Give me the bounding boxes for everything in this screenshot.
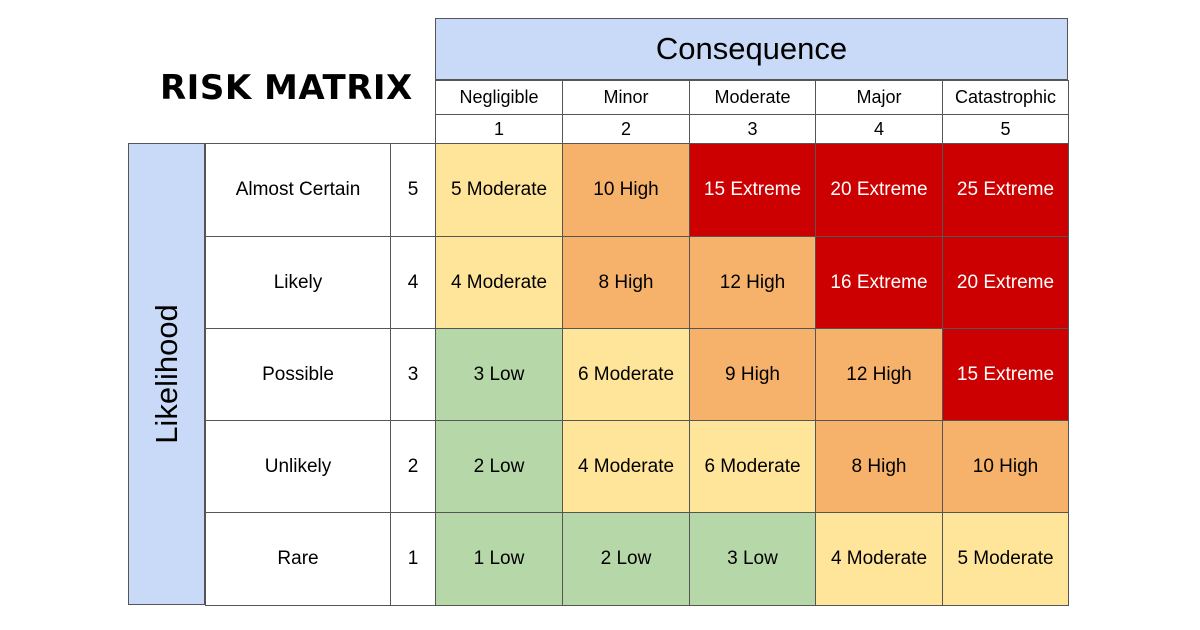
row-number: 3 (390, 328, 436, 421)
column-header: Moderate (689, 80, 816, 115)
row-label: Unlikely (205, 420, 391, 513)
risk-cell: 3 Low (689, 512, 816, 606)
risk-cell: 6 Moderate (689, 420, 816, 513)
row-label: Almost Certain (205, 143, 391, 237)
row-number: 1 (390, 512, 436, 606)
risk-cell: 3 Low (435, 328, 563, 421)
risk-cell: 20 Extreme (815, 143, 943, 237)
risk-cell: 4 Moderate (435, 236, 563, 329)
risk-cell: 6 Moderate (562, 328, 690, 421)
row-number: 4 (390, 236, 436, 329)
row-number: 5 (390, 143, 436, 237)
column-number: 5 (942, 114, 1069, 144)
risk-cell: 12 High (689, 236, 816, 329)
risk-cell: 12 High (815, 328, 943, 421)
risk-cell: 20 Extreme (942, 236, 1069, 329)
row-label: Possible (205, 328, 391, 421)
page-title: RISK MATRIX (160, 68, 413, 108)
risk-cell: 10 High (942, 420, 1069, 513)
risk-cell: 2 Low (562, 512, 690, 606)
column-header: Negligible (435, 80, 563, 115)
risk-cell: 8 High (562, 236, 690, 329)
consequence-header: Consequence (435, 18, 1068, 80)
risk-cell: 5 Moderate (435, 143, 563, 237)
likelihood-header-label: Likelihood (148, 304, 184, 444)
likelihood-header: Likelihood (128, 143, 205, 605)
column-number: 3 (689, 114, 816, 144)
column-number: 1 (435, 114, 563, 144)
column-number: 4 (815, 114, 943, 144)
row-label: Likely (205, 236, 391, 329)
risk-cell: 4 Moderate (815, 512, 943, 606)
risk-cell: 10 High (562, 143, 690, 237)
risk-cell: 5 Moderate (942, 512, 1069, 606)
risk-cell: 15 Extreme (689, 143, 816, 237)
risk-cell: 16 Extreme (815, 236, 943, 329)
column-header: Major (815, 80, 943, 115)
risk-cell: 15 Extreme (942, 328, 1069, 421)
risk-cell: 25 Extreme (942, 143, 1069, 237)
risk-cell: 4 Moderate (562, 420, 690, 513)
risk-cell: 8 High (815, 420, 943, 513)
column-header: Minor (562, 80, 690, 115)
column-number: 2 (562, 114, 690, 144)
risk-cell: 1 Low (435, 512, 563, 606)
risk-cell: 9 High (689, 328, 816, 421)
column-header: Catastrophic (942, 80, 1069, 115)
risk-cell: 2 Low (435, 420, 563, 513)
row-number: 2 (390, 420, 436, 513)
row-label: Rare (205, 512, 391, 606)
